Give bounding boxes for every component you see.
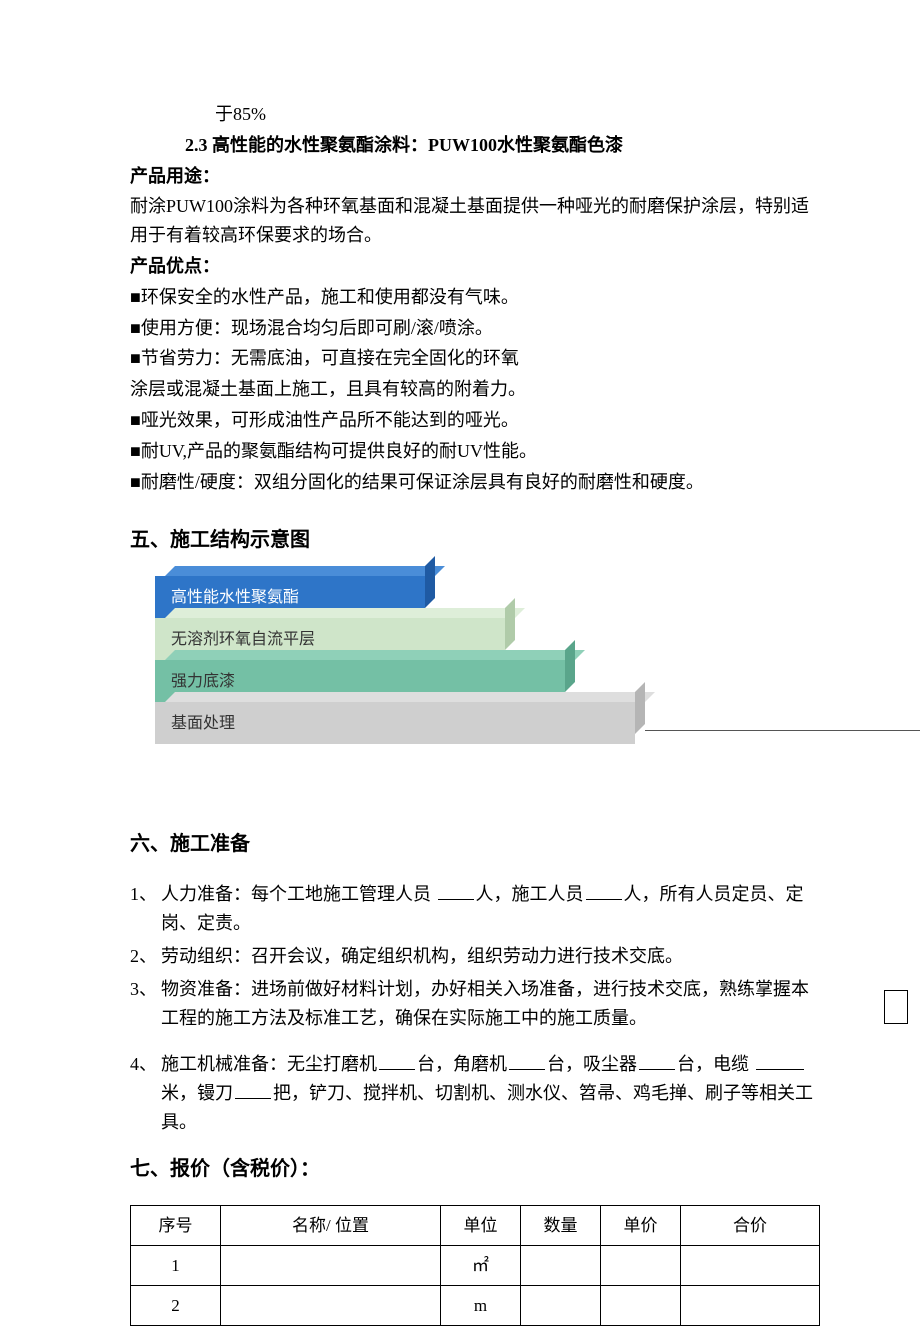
table-cell: [521, 1286, 601, 1326]
prep-item: 4、施工机械准备：无尘打磨机台，角磨机台，吸尘器台，电缆 米，镘刀把，铲刀、搅拌…: [130, 1050, 820, 1136]
section7-title: 七、报价（含税价）：: [130, 1153, 820, 1185]
table-header-cell: 数量: [521, 1205, 601, 1245]
table-cell: 1: [131, 1245, 221, 1285]
advantage-item: ■节省劳力：无需底油，可直接在完全固化的环氧: [130, 344, 820, 373]
table-cell: [681, 1245, 820, 1285]
table-header-cell: 合价: [681, 1205, 820, 1245]
table-header-cell: 单价: [601, 1205, 681, 1245]
advantage-item: ■哑光效果，可形成油性产品所不能达到的哑光。: [130, 406, 820, 435]
advantage-item: ■使用方便：现场混合均匀后即可刷/滚/喷涂。: [130, 314, 820, 343]
prep-item: 3、物资准备：进场前做好材料计划，办好相关入场准备，进行技术交底，熟练掌握本工程…: [130, 975, 820, 1033]
product-adv-label: 产品优点：: [130, 252, 820, 281]
price-table: 序号名称/ 位置单位数量单价合价 1㎡2m: [130, 1205, 820, 1326]
advantage-item: ■耐UV,产品的聚氨酯结构可提供良好的耐UV性能。: [130, 437, 820, 466]
table-row: 1㎡: [131, 1245, 820, 1285]
table-header-cell: 名称/ 位置: [221, 1205, 441, 1245]
table-cell: [681, 1286, 820, 1326]
advantage-item: 涂层或混凝土基面上施工，且具有较高的附着力。: [130, 375, 820, 404]
table-cell: [601, 1286, 681, 1326]
advantage-item: ■耐磨性/硬度：双组分固化的结果可保证涂层具有良好的耐磨性和硬度。: [130, 468, 820, 497]
margin-marker: [884, 990, 908, 1024]
section6-title: 六、施工准备: [130, 828, 820, 860]
table-cell: [601, 1245, 681, 1285]
table-cell: ㎡: [441, 1245, 521, 1285]
table-cell: 2: [131, 1286, 221, 1326]
table-cell: m: [441, 1286, 521, 1326]
advantage-item: ■环保安全的水性产品，施工和使用都没有气味。: [130, 283, 820, 312]
table-cell: [221, 1245, 441, 1285]
product-use-body: 耐涂PUW100涂料为各种环氧基面和混凝土基面提供一种哑光的耐磨保护涂层，特别适…: [130, 192, 820, 250]
prep-item: 1、人力准备：每个工地施工管理人员 人，施工人员人，所有人员定员、定岗、定责。: [130, 880, 820, 938]
section5-title: 五、施工结构示意图: [130, 524, 820, 556]
table-cell: [521, 1245, 601, 1285]
advantage-list: ■环保安全的水性产品，施工和使用都没有气味。■使用方便：现场混合均匀后即可刷/滚…: [130, 283, 820, 497]
table-row: 2m: [131, 1286, 820, 1326]
table-header-cell: 单位: [441, 1205, 521, 1245]
prep-item: 2、劳动组织：召开会议，确定组织机构，组织劳动力进行技术交底。: [130, 942, 820, 971]
prep-list: 1、人力准备：每个工地施工管理人员 人，施工人员人，所有人员定员、定岗、定责。 2…: [130, 880, 820, 1136]
subsection-title: 2.3 高性能的水性聚氨酯涂料：PUW100水性聚氨酯色漆: [185, 131, 820, 160]
table-cell: [221, 1286, 441, 1326]
header-fragment: 于85%: [215, 100, 820, 129]
structure-diagram: 高性能水性聚氨酯无溶剂环氧自流平层强力底漆基面处理: [155, 576, 820, 786]
product-use-label: 产品用途：: [130, 162, 820, 191]
table-header-cell: 序号: [131, 1205, 221, 1245]
